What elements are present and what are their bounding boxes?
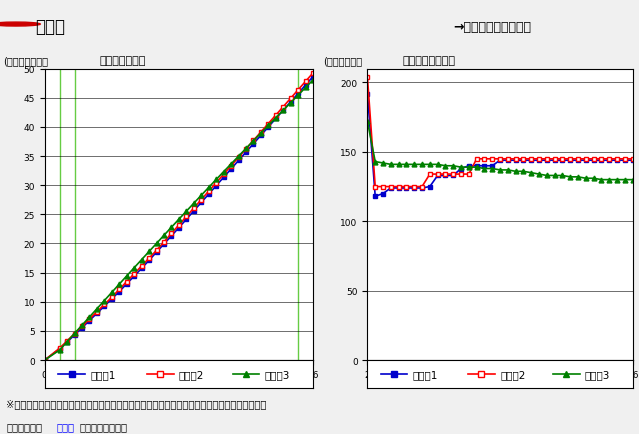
Text: →　　試算結果に戻る: → 試算結果に戻る (453, 21, 531, 33)
Text: プラン1: プラン1 (413, 369, 438, 379)
Text: (単位：万円）: (単位：万円） (323, 56, 362, 66)
Circle shape (0, 23, 40, 27)
Text: プラン3: プラン3 (265, 369, 290, 379)
Text: プラン1: プラン1 (90, 369, 116, 379)
Text: プラン3: プラン3 (585, 369, 610, 379)
Text: 年間支払額の推移: 年間支払額の推移 (403, 56, 456, 66)
Text: 詳しくは、: 詳しくは、 (6, 421, 42, 431)
Text: ※諸費用のうち、融資手数料、保証料、団体信用生命保険料の金額はグラフに含まれています。: ※諸費用のうち、融資手数料、保証料、団体信用生命保険料の金額はグラフに含まれてい… (6, 399, 266, 408)
Text: プラン2: プラン2 (179, 369, 204, 379)
Text: こちら: こちら (56, 421, 74, 431)
Text: (単位：百万円）: (単位：百万円） (3, 56, 48, 66)
Text: を、覧ください。: を、覧ください。 (80, 421, 128, 431)
Text: プラン2: プラン2 (500, 369, 525, 379)
Text: グラフ: グラフ (35, 18, 65, 36)
Text: 総支払額の推移: 総支払額の推移 (99, 56, 146, 66)
